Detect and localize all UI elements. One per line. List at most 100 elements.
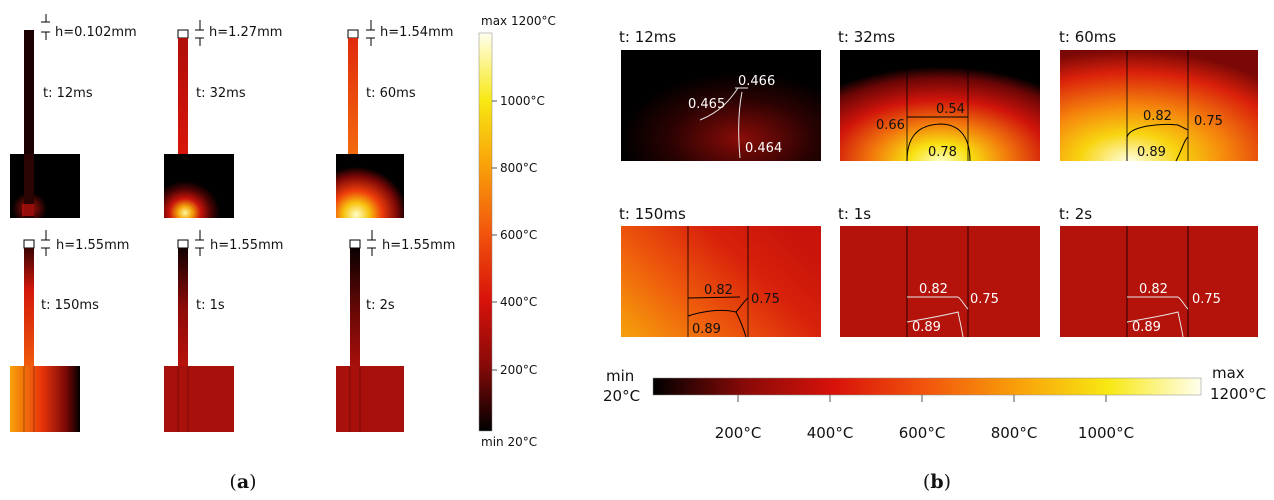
- sim-frame-1s: h=1.55mm t: 1s: [164, 230, 283, 432]
- sim-frame-32ms: h=1.27mm t: 32ms: [164, 20, 282, 218]
- isoline-value: 0.465: [688, 97, 725, 112]
- time-label: t: 60ms: [366, 86, 416, 101]
- zoom-frame-1s: t: 1s 0.82 0.75 0.89: [838, 205, 1040, 338]
- colorbar-max-label: max: [1212, 364, 1245, 382]
- sim-frame-2s: h=1.55mm t: 2s: [336, 230, 455, 432]
- time-label: t: 1s: [196, 298, 225, 313]
- gap-indicator: [41, 14, 50, 40]
- isoline-value: 0.466: [738, 74, 775, 89]
- colorbar-max-value: 1200°C: [1210, 385, 1266, 403]
- isoline-value: 0.54: [936, 102, 965, 117]
- isoline-value: 0.464: [745, 141, 782, 156]
- rod: [350, 248, 360, 366]
- isoline-value: 0.82: [1143, 109, 1172, 124]
- gap-indicator: [195, 230, 204, 256]
- substrate: [164, 366, 234, 432]
- gap-indicator: [195, 20, 204, 46]
- colorbar-min-label: min 20°C: [481, 435, 537, 449]
- isoline-value: 0.89: [912, 320, 941, 335]
- colorbar-tick-label: 800°C: [500, 161, 537, 175]
- frame-time-label: t: 2s: [1059, 205, 1092, 223]
- substrate: [164, 154, 234, 218]
- isoline-value: 0.82: [704, 283, 733, 298]
- isoline: [687, 296, 749, 338]
- gap: [347, 29, 359, 39]
- sim-frame-12ms: h=0.102mm t: 12ms: [10, 14, 137, 218]
- gap-height-label: h=1.55mm: [56, 238, 129, 253]
- frame-time-label: t: 1s: [838, 205, 871, 223]
- time-label: t: 12ms: [43, 86, 93, 101]
- colorbar-tick-label: 1000°C: [500, 94, 545, 108]
- colorbar-tick-label: 200°C: [715, 424, 762, 442]
- panel-b-caption: (b): [923, 471, 951, 493]
- frame-time-label: t: 60ms: [1059, 28, 1116, 46]
- isoline-value: 0.89: [1132, 320, 1161, 335]
- isoline: [699, 87, 748, 159]
- colorbar-vertical: max 1200°C min 20°C 1000°C 800°C 600°C 4…: [478, 14, 556, 449]
- substrate: [336, 154, 404, 218]
- isoline-value: 0.66: [876, 118, 905, 133]
- time-label: t: 150ms: [41, 298, 99, 313]
- temperature-map: [840, 226, 1040, 337]
- colorbar-tick-label: 200°C: [500, 363, 537, 377]
- gap-height-label: h=1.27mm: [209, 25, 282, 40]
- time-label: t: 2s: [366, 298, 395, 313]
- isoline-value: 0.82: [1139, 282, 1168, 297]
- gap: [177, 29, 189, 39]
- gap: [349, 239, 361, 249]
- colorbar-min-value: 20°C: [603, 387, 640, 405]
- colorbar-max-label: max 1200°C: [481, 14, 556, 28]
- gap-height-label: h=1.55mm: [210, 238, 283, 253]
- gap: [23, 239, 35, 249]
- substrate: [10, 154, 80, 218]
- time-label: t: 32ms: [196, 86, 246, 101]
- svg-text:(a): (a): [229, 471, 256, 493]
- isoline-value: 0.82: [919, 282, 948, 297]
- isoline-value: 0.75: [1194, 114, 1223, 129]
- rod-inside-substrate: [24, 154, 34, 218]
- hot-spot: [22, 204, 34, 216]
- panel-b: t: 12ms 0.466 0.465 0.464 t: 32ms 0.54 0…: [603, 28, 1266, 493]
- rod: [178, 248, 188, 366]
- temperature-map: [621, 50, 821, 161]
- colorbar-gradient: [478, 32, 493, 432]
- colorbar-tick-label: 800°C: [991, 424, 1038, 442]
- zoom-frame-150ms: t: 150ms 0.82 0.75 0.89: [619, 205, 821, 338]
- zoom-frame-60ms: t: 60ms 0.82 0.75 0.89: [1059, 28, 1258, 162]
- gap: [177, 239, 189, 249]
- isoline: [906, 296, 969, 338]
- colorbar-min-label: min: [606, 367, 634, 385]
- rod: [24, 248, 34, 366]
- colorbar-horizontal: min 20°C max 1200°C 200°C 400°C 600°C 80…: [603, 364, 1266, 442]
- isoline-value: 0.75: [751, 292, 780, 307]
- caption-letter: b: [930, 471, 943, 493]
- isoline-value: 0.75: [970, 292, 999, 307]
- colorbar-tick-label: 600°C: [500, 228, 537, 242]
- rod: [348, 38, 358, 154]
- temperature-map: [840, 50, 1040, 161]
- colorbar-tick-label: 1000°C: [1078, 424, 1134, 442]
- gap-height-label: h=1.54mm: [380, 25, 453, 40]
- gap-indicator: [366, 20, 375, 46]
- colorbar-gradient: [652, 377, 1202, 396]
- sim-frame-150ms: h=1.55mm t: 150ms: [10, 230, 129, 432]
- isoline-value: 0.89: [692, 322, 721, 337]
- caption-letter: a: [237, 471, 249, 493]
- gap-height-label: h=1.55mm: [382, 238, 455, 253]
- colorbar-tick-label: 400°C: [807, 424, 854, 442]
- rod: [178, 38, 188, 154]
- colorbar-tick-label: 600°C: [899, 424, 946, 442]
- temperature-map: [1060, 226, 1258, 337]
- substrate: [336, 366, 404, 432]
- frame-time-label: t: 150ms: [619, 205, 686, 223]
- gap-height-label: h=0.102mm: [55, 25, 137, 40]
- frame-time-label: t: 32ms: [838, 28, 895, 46]
- isoline-value: 0.89: [1137, 145, 1166, 160]
- isoline-value: 0.75: [1192, 292, 1221, 307]
- isoline-value: 0.78: [928, 145, 957, 160]
- temperature-map: [1060, 50, 1258, 161]
- isoline: [1126, 123, 1189, 162]
- gap-indicator: [367, 230, 376, 256]
- sim-frame-60ms: h=1.54mm t: 60ms: [336, 20, 453, 218]
